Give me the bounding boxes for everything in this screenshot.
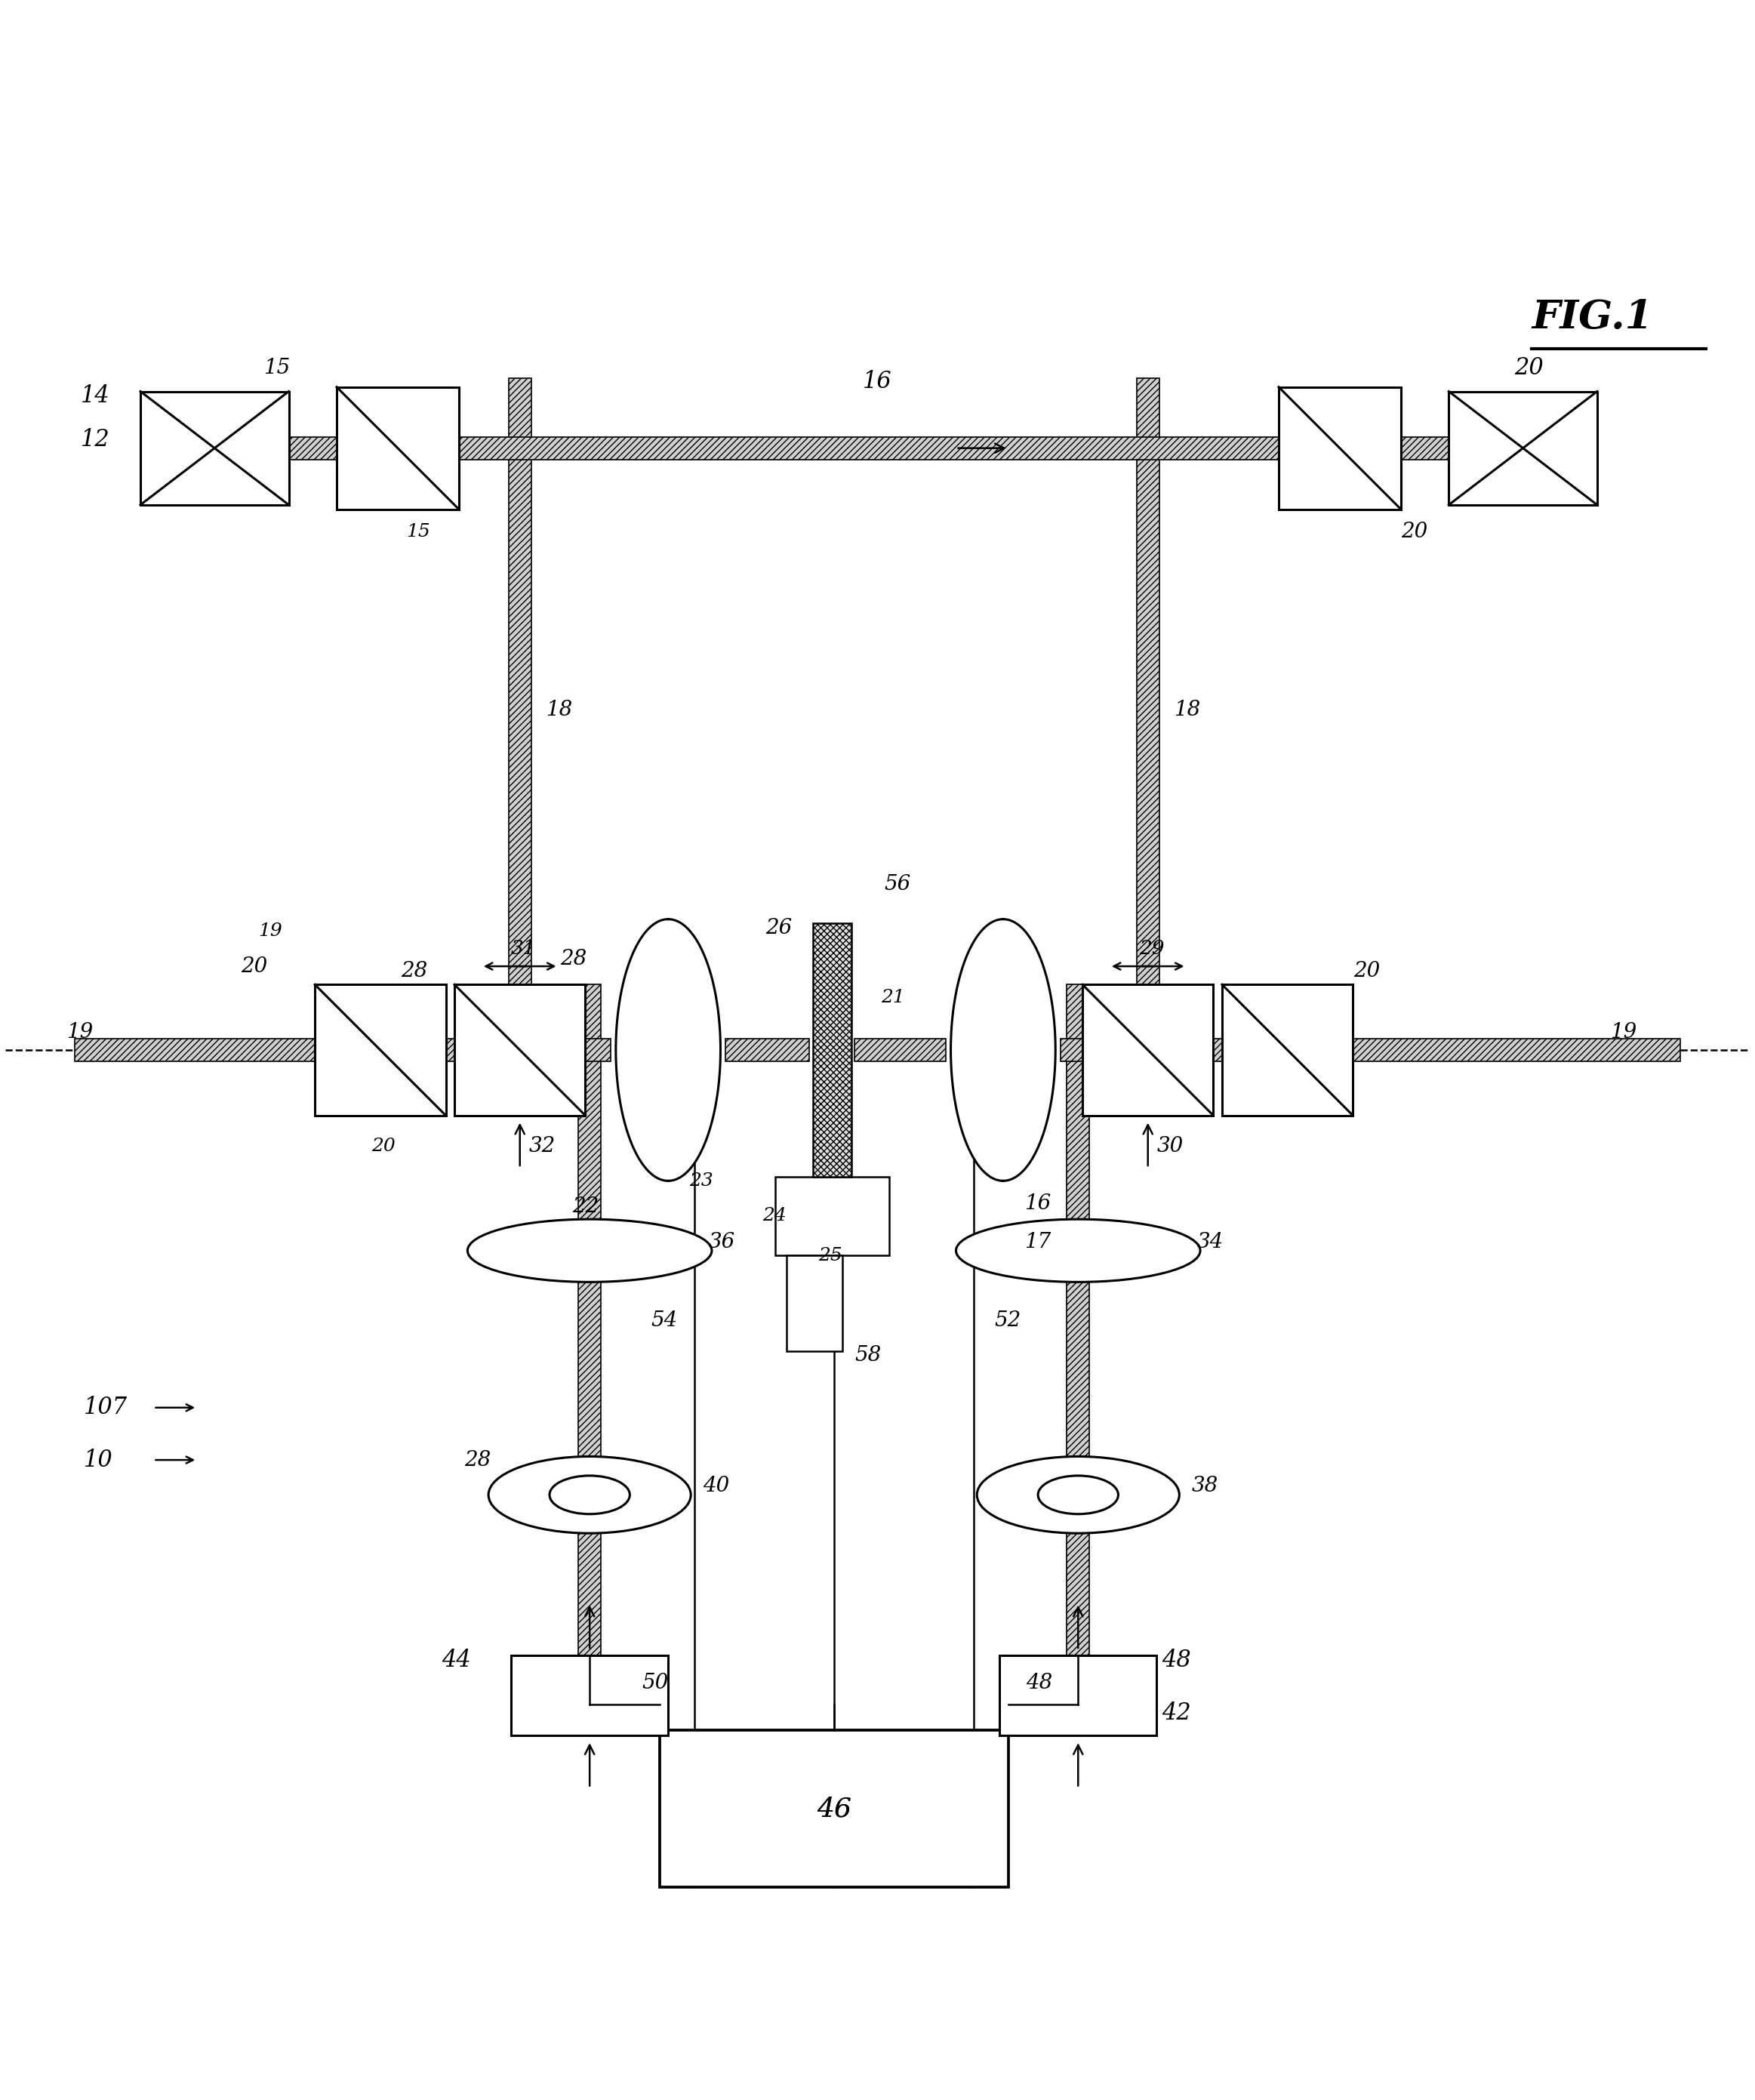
Ellipse shape	[978, 1457, 1179, 1533]
Text: 28: 28	[560, 949, 586, 970]
Text: 107: 107	[84, 1397, 128, 1420]
Ellipse shape	[1037, 1476, 1118, 1514]
Polygon shape	[616, 920, 721, 1180]
Bar	[813, 924, 851, 1176]
Text: 18: 18	[546, 699, 572, 720]
Bar	[727, 1040, 809, 1060]
Text: 20: 20	[240, 956, 267, 976]
Bar	[337, 386, 458, 508]
Bar	[314, 985, 446, 1115]
Text: 15: 15	[263, 357, 290, 378]
Bar	[1137, 378, 1160, 1115]
Text: 24: 24	[762, 1208, 786, 1224]
Text: 42: 42	[1162, 1701, 1192, 1724]
Bar	[1060, 1040, 1083, 1060]
Bar	[1213, 1040, 1221, 1060]
Bar	[1353, 1040, 1680, 1060]
Bar	[511, 1655, 669, 1735]
Polygon shape	[951, 920, 1055, 1180]
Text: 17: 17	[1023, 1233, 1051, 1252]
Text: 48: 48	[1162, 1648, 1192, 1672]
Bar	[509, 378, 532, 1115]
Text: 10: 10	[84, 1449, 112, 1472]
Bar	[579, 1220, 600, 1533]
Text: 20: 20	[1515, 357, 1543, 380]
Text: 25: 25	[818, 1247, 842, 1264]
Ellipse shape	[488, 1457, 691, 1533]
Ellipse shape	[956, 1220, 1200, 1281]
Text: 29: 29	[1139, 939, 1165, 958]
Text: 40: 40	[704, 1476, 730, 1497]
Text: FIG.1: FIG.1	[1532, 298, 1653, 336]
Bar	[455, 985, 586, 1115]
Text: 26: 26	[765, 918, 793, 939]
Bar	[776, 1176, 888, 1256]
Text: 16: 16	[863, 370, 892, 393]
Bar	[1000, 1655, 1157, 1735]
Text: 16: 16	[1023, 1193, 1051, 1214]
Text: 22: 22	[572, 1197, 598, 1218]
Text: 30: 30	[1157, 1136, 1183, 1157]
Bar	[290, 437, 1450, 460]
Bar	[1083, 985, 1213, 1115]
Text: 14: 14	[81, 384, 111, 407]
Bar	[1067, 985, 1090, 1281]
Text: 18: 18	[1174, 699, 1200, 720]
Text: 32: 32	[528, 1136, 555, 1157]
Bar	[1279, 386, 1400, 508]
Text: 28: 28	[402, 962, 428, 981]
Bar	[75, 1040, 314, 1060]
Ellipse shape	[467, 1220, 713, 1281]
Bar	[1067, 1220, 1090, 1533]
Bar	[855, 1040, 946, 1060]
Bar	[660, 1730, 1009, 1888]
Text: 20: 20	[1353, 962, 1381, 981]
Bar	[786, 1256, 842, 1350]
Bar	[446, 1040, 455, 1060]
Text: 21: 21	[881, 989, 906, 1006]
Text: 52: 52	[995, 1310, 1021, 1331]
Text: 19: 19	[258, 922, 283, 941]
Text: 38: 38	[1192, 1476, 1218, 1497]
Text: 20: 20	[372, 1138, 395, 1155]
Bar	[140, 391, 290, 504]
Text: 19: 19	[67, 1023, 93, 1044]
Text: 50: 50	[642, 1674, 669, 1693]
Text: 19: 19	[1609, 1023, 1637, 1044]
Ellipse shape	[549, 1476, 630, 1514]
Text: 46: 46	[816, 1796, 851, 1821]
Text: 12: 12	[81, 428, 111, 452]
Bar	[1450, 391, 1597, 504]
Text: 31: 31	[511, 939, 537, 958]
Bar	[579, 1457, 600, 1735]
Text: 48: 48	[1025, 1674, 1053, 1693]
Text: 34: 34	[1197, 1233, 1223, 1252]
Text: 20: 20	[1400, 521, 1427, 542]
Text: 58: 58	[855, 1346, 881, 1365]
Text: 23: 23	[690, 1172, 713, 1189]
Bar	[586, 1040, 611, 1060]
Text: 54: 54	[651, 1310, 677, 1331]
Bar	[1067, 1457, 1090, 1735]
Text: 44: 44	[441, 1648, 470, 1672]
Bar	[1221, 985, 1353, 1115]
Text: 28: 28	[463, 1449, 491, 1470]
Text: 46: 46	[816, 1796, 851, 1821]
Text: 36: 36	[709, 1233, 735, 1252]
Text: 56: 56	[885, 874, 911, 895]
Text: 15: 15	[407, 523, 430, 540]
Bar	[579, 985, 600, 1281]
